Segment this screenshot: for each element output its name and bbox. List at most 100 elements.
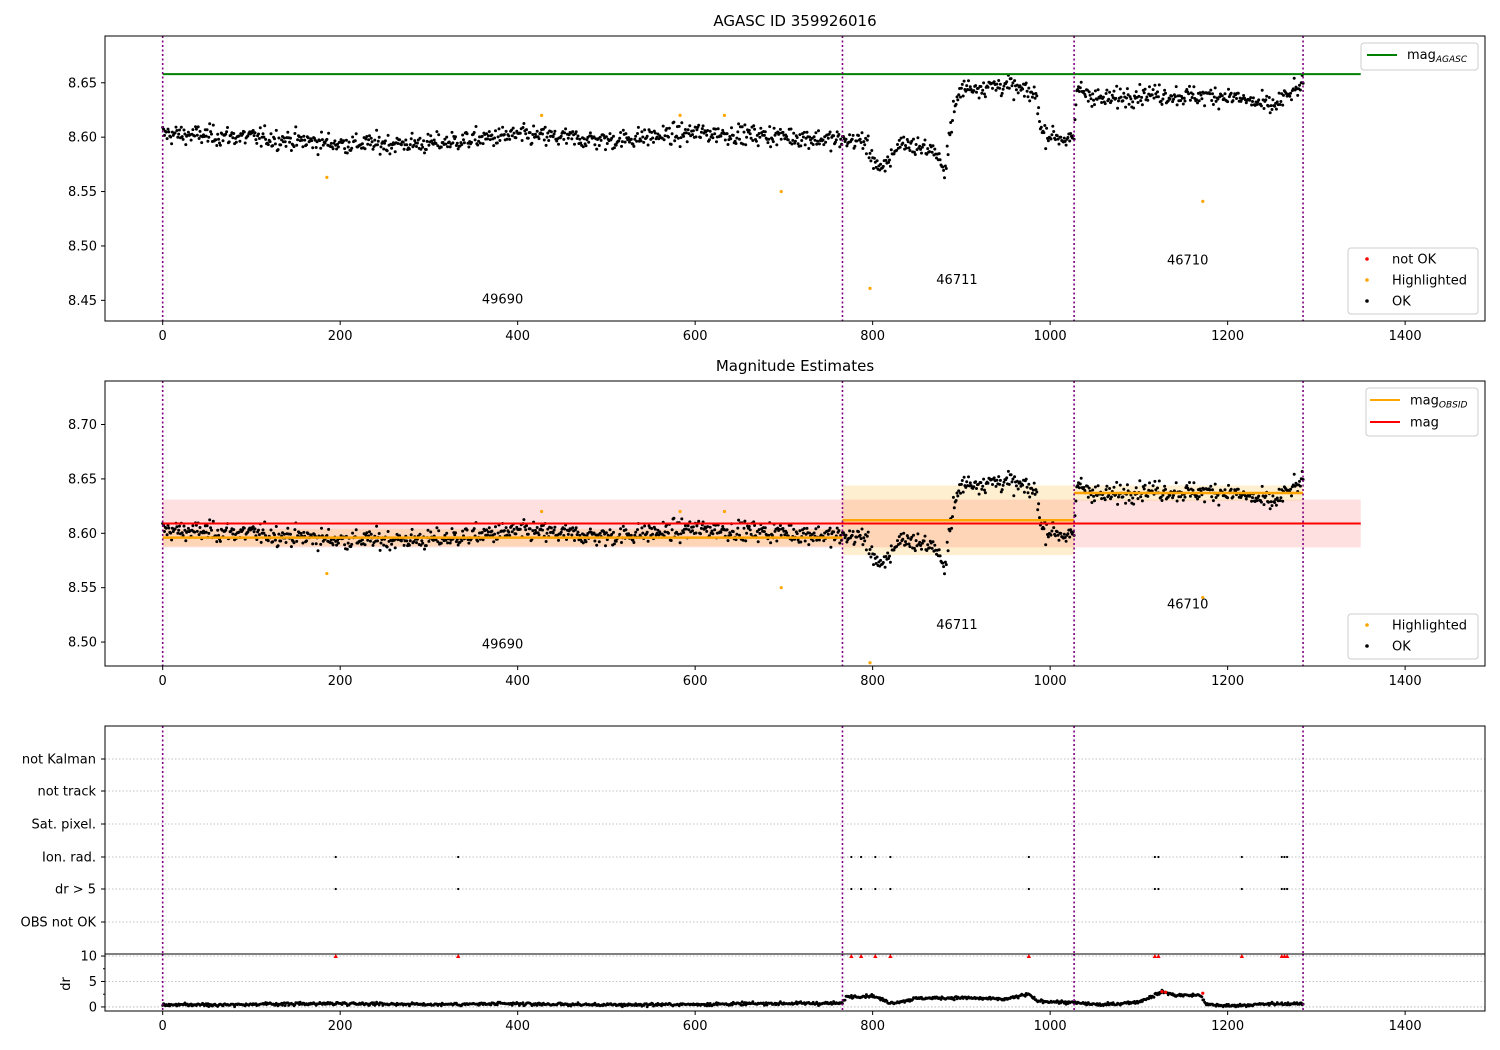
flag-point: [457, 855, 460, 859]
ok-point: [930, 150, 934, 154]
ok-point: [1122, 487, 1126, 491]
ok-point: [1183, 495, 1187, 499]
ok-point: [677, 124, 681, 128]
flag-label: Sat. pixel.: [32, 818, 96, 833]
ok-point: [1086, 99, 1090, 103]
ok-point: [905, 534, 909, 538]
x-tick-label: 1200: [1211, 329, 1244, 344]
ok-point: [643, 524, 647, 528]
ok-point: [1044, 543, 1048, 547]
ok-point: [977, 96, 981, 100]
obsid-label: 46711: [936, 273, 977, 288]
ok-point: [870, 149, 874, 152]
ok-point: [237, 134, 241, 138]
ok-point: [999, 490, 1003, 494]
ok-point: [552, 132, 556, 136]
ok-point: [741, 142, 745, 146]
ok-point: [419, 147, 423, 151]
ok-point: [1104, 488, 1108, 492]
ok-point: [1227, 483, 1230, 487]
ok-point: [274, 128, 278, 132]
panel3-frame: [104, 725, 1486, 955]
ok-point: [465, 528, 469, 532]
ok-point: [404, 138, 408, 142]
ok-point: [514, 136, 518, 140]
ok-point: [680, 517, 684, 521]
ok-point: [1076, 88, 1080, 91]
ok-point: [632, 144, 636, 148]
dr-point: [518, 1004, 521, 1007]
ok-point: [559, 530, 563, 534]
ok-point: [331, 543, 335, 547]
ok-point: [983, 92, 986, 96]
flag-label: Ion. rad.: [42, 851, 96, 866]
ok-point: [1069, 528, 1073, 532]
ok-point: [1093, 485, 1097, 489]
ok-point: [1255, 499, 1259, 503]
ok-point: [342, 139, 346, 143]
ok-point: [1264, 494, 1268, 498]
ok-point: [1274, 107, 1278, 111]
ok-point: [753, 524, 757, 527]
ok-point: [759, 126, 763, 130]
ok-point: [835, 130, 839, 134]
ok-point: [456, 147, 460, 151]
ok-point: [410, 131, 414, 135]
ok-point: [1057, 538, 1061, 542]
ok-point: [319, 542, 323, 546]
ok-point: [1117, 99, 1120, 103]
ok-point: [744, 143, 748, 147]
ok-point: [409, 137, 413, 141]
ok-point: [633, 137, 637, 141]
ok-point: [851, 530, 855, 533]
ok-point: [1050, 133, 1054, 137]
ok-point: [860, 131, 864, 135]
ok-point: [999, 94, 1003, 98]
ok-point: [582, 533, 586, 537]
ok-point: [563, 131, 567, 135]
ok-point: [645, 134, 649, 138]
ok-point: [1016, 487, 1020, 491]
ok-point: [757, 132, 761, 135]
ok-point: [1012, 98, 1016, 102]
ok-point: [697, 519, 701, 523]
ok-point: [1298, 479, 1301, 483]
ok-point: [1164, 487, 1167, 491]
ok-point: [730, 126, 733, 130]
x-tick-label: 800: [860, 1019, 885, 1034]
panel1-frame: [104, 35, 1486, 322]
ok-point: [858, 137, 862, 141]
ok-point: [1273, 501, 1277, 504]
ok-point: [1262, 107, 1266, 110]
ok-point: [1092, 98, 1096, 102]
ok-point: [193, 530, 197, 534]
ok-point: [335, 147, 339, 151]
ok-point: [504, 129, 508, 133]
ok-point: [1187, 488, 1191, 492]
ok-point: [178, 524, 181, 528]
ok-point: [325, 534, 329, 537]
ok-point: [271, 144, 275, 148]
ok-point: [753, 127, 757, 131]
ok-point: [714, 523, 718, 527]
panel-agasc: AGASC ID 359926016 0 200 400 600 800 1000 1200…: [68, 12, 1486, 344]
ok-point: [775, 143, 779, 147]
ok-point: [1244, 101, 1248, 105]
ok-point: [1121, 99, 1125, 103]
ok-point: [435, 130, 439, 134]
ok-point: [1014, 88, 1018, 92]
ok-point: [522, 122, 526, 125]
ok-point: [870, 545, 874, 549]
ok-point: [721, 525, 725, 528]
ok-point: [467, 145, 471, 149]
dr-point: [740, 1000, 744, 1004]
ok-point: [726, 539, 730, 543]
ok-point: [969, 88, 973, 91]
ok-point: [949, 121, 953, 124]
ok-point: [817, 129, 820, 133]
ok-point: [446, 541, 450, 545]
ok-point: [678, 541, 682, 545]
ok-point: [866, 530, 870, 534]
ok-point: [581, 541, 585, 545]
ok-point: [204, 530, 208, 534]
